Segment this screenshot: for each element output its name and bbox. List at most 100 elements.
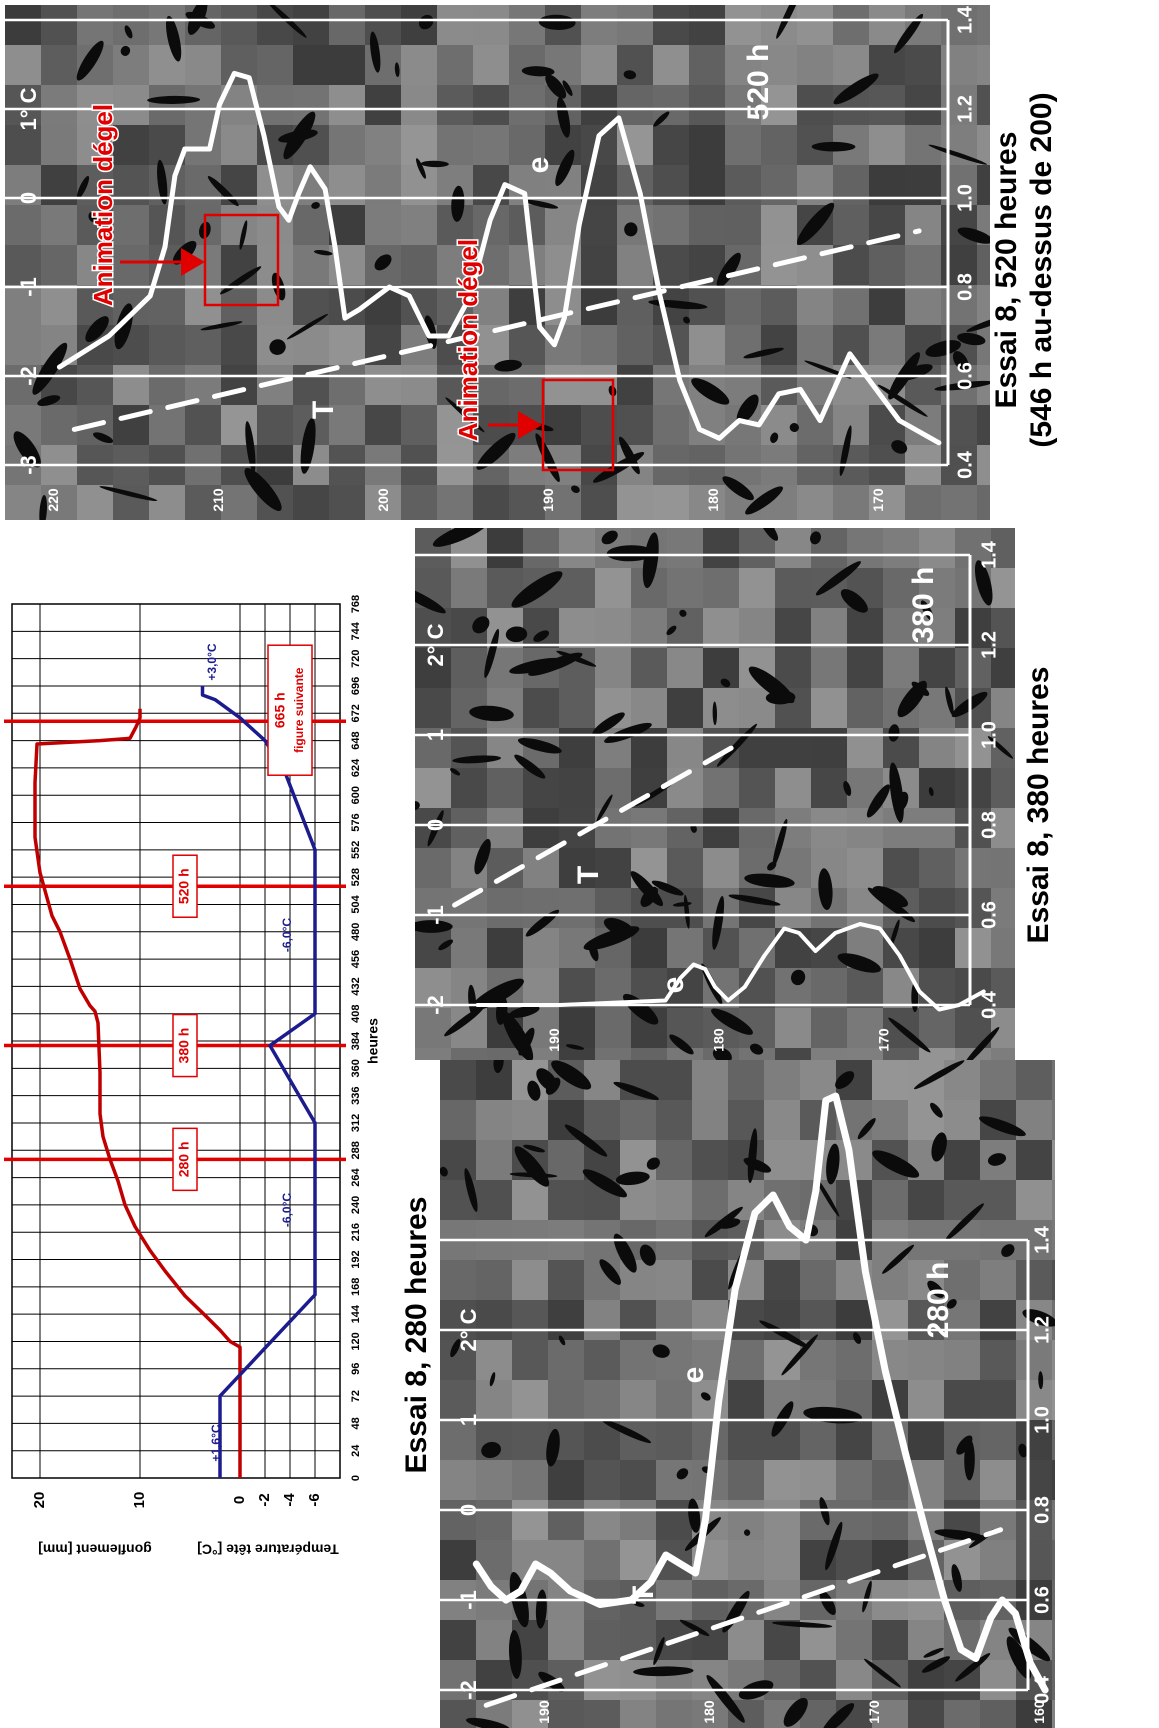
photo-crack	[652, 1344, 670, 1358]
photo-tile	[811, 968, 848, 1009]
photo-tile	[833, 405, 870, 446]
photo-tile	[41, 125, 78, 166]
photo-crack	[601, 530, 618, 545]
photo-tile	[440, 1260, 477, 1301]
photo-tile	[451, 808, 488, 849]
photo-tile	[703, 808, 740, 849]
photo-tile	[620, 1660, 657, 1701]
photo-crack	[930, 1102, 943, 1118]
photo-crack	[474, 838, 491, 875]
photo-crack	[653, 1636, 665, 1666]
photo-tile	[631, 688, 668, 729]
photo-tile	[764, 1100, 801, 1141]
photo-tile	[415, 968, 452, 1009]
photo-tile	[548, 1620, 585, 1661]
photo-tile	[656, 1380, 693, 1421]
photo-panel: 0.4 0.6 0.8 1.0 1.2 1.4 -2 -1 0 1 2° C 190 180 170 e T 3…	[415, 528, 1015, 1060]
photo-tile	[764, 1140, 801, 1181]
photo-tile	[725, 5, 762, 46]
photo-tile	[833, 205, 870, 246]
photo-crack	[418, 14, 434, 30]
depth-tick-label: 190	[536, 1700, 552, 1724]
photo-tile	[728, 1380, 765, 1421]
photo-tile	[545, 365, 582, 406]
photo-crack	[642, 532, 659, 589]
photo-crack	[452, 755, 502, 764]
photo-crack	[37, 395, 61, 407]
photo-tile	[548, 1460, 585, 1501]
photo-crack	[818, 868, 833, 911]
photo-tile	[512, 1260, 549, 1301]
photo-tile	[775, 528, 812, 569]
photo-crack	[651, 880, 684, 896]
photo-tile	[221, 325, 258, 366]
photo-tile	[487, 928, 524, 969]
photo-tile	[77, 85, 114, 126]
photo-tile	[41, 45, 78, 86]
photo-tile	[440, 1420, 477, 1461]
photo-tile	[595, 1048, 632, 1060]
photo-tile	[185, 405, 222, 446]
curve-label: T	[572, 866, 605, 884]
photo-tile	[365, 125, 402, 166]
photo-crack	[679, 609, 687, 617]
photo-tile	[944, 1140, 981, 1181]
photo-crack	[525, 909, 560, 937]
photo-tile	[559, 608, 596, 649]
photo-tile	[257, 405, 294, 446]
photo-tile	[293, 285, 330, 326]
photo-tile	[991, 528, 1015, 569]
photo-crack	[966, 315, 990, 332]
photo-tile	[440, 1380, 477, 1421]
photo-tile	[5, 205, 42, 246]
photo-tile	[617, 285, 654, 326]
photo-tile	[620, 1700, 657, 1728]
photo-tile	[667, 808, 704, 849]
x-tick-label: 504	[350, 894, 362, 913]
photo-tile	[595, 648, 632, 689]
photo-tile	[293, 205, 330, 246]
photo-tile	[869, 85, 906, 126]
photo-crack	[679, 1619, 710, 1637]
photo-tile	[476, 1460, 513, 1501]
photo-tile	[739, 768, 776, 809]
photo-tile	[1016, 1380, 1053, 1421]
photo-tile	[833, 485, 870, 520]
photo-tile	[451, 568, 488, 609]
photo-tile	[185, 485, 222, 520]
photo-crack	[872, 886, 909, 908]
photo-tile	[725, 45, 762, 86]
photo-tile	[548, 1300, 585, 1341]
photo-crack	[951, 1564, 963, 1592]
photo-crack	[791, 969, 806, 986]
photo-crack	[646, 1157, 660, 1170]
photo-crack	[555, 149, 575, 187]
photo-crack	[962, 1026, 1000, 1060]
photo-tile	[473, 45, 510, 86]
photo-tile	[1052, 1060, 1055, 1101]
photo-crack	[596, 794, 613, 823]
photo-tile	[739, 568, 776, 609]
e-tick-label: 0.6	[978, 901, 1000, 929]
photo-crack	[558, 1335, 566, 1346]
photo-tile	[739, 888, 776, 929]
photo-crack	[934, 1529, 986, 1541]
photo-tile	[656, 1100, 693, 1141]
photo-crack	[957, 332, 986, 346]
photo-tile	[437, 85, 474, 126]
marker-box	[172, 854, 198, 918]
photo-tile	[761, 365, 798, 406]
photo-tile	[692, 1140, 729, 1181]
temperature-tick-label: 1	[456, 1414, 481, 1426]
panel-title: Essai 8, 380 heures	[1022, 667, 1055, 944]
e-tick-label: 1.2	[1031, 1316, 1053, 1344]
e-curve	[475, 922, 986, 1012]
depth-tick-label: 180	[701, 1700, 717, 1724]
photo-tile	[833, 285, 870, 326]
photo-tile	[1052, 1700, 1055, 1728]
photo-tile	[1052, 1220, 1055, 1261]
photo-tile	[41, 285, 78, 326]
photo-crack	[76, 40, 104, 81]
photo-tile	[113, 165, 150, 206]
photo-tile	[1052, 1100, 1055, 1141]
